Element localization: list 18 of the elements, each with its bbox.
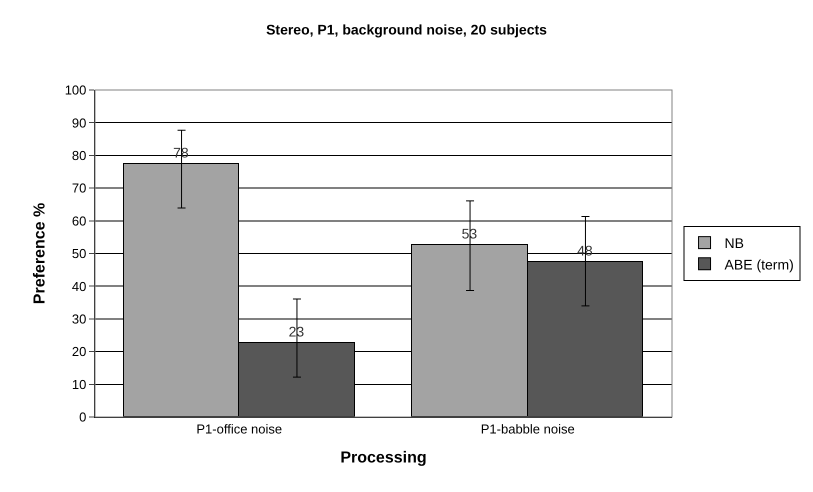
y-tick-label: 50 [72,246,86,262]
y-tick-label: 60 [72,213,86,228]
y-tick-label: 40 [72,278,86,294]
x-tick-label: P1-office noise [196,422,282,437]
y-tick-label: 70 [72,180,86,196]
y-tick-label: 80 [72,148,86,163]
y-tick-label: 90 [72,115,86,130]
chart-title: Stereo, P1, background noise, 20 subjects [266,21,548,38]
y-tick-label: 30 [72,311,86,326]
y-tick-label: 10 [72,376,86,392]
y-tick-label: 100 [64,82,86,98]
x-tick-label: P1-babble noise [480,422,575,437]
legend-label: NB [724,235,744,252]
y-tick-label: 0 [79,410,86,425]
legend-label: ABE (term) [724,256,794,272]
x-axis-title: Processing [340,449,427,466]
y-axis-title: Preference % [32,202,49,304]
y-tick-label: 20 [72,344,86,360]
